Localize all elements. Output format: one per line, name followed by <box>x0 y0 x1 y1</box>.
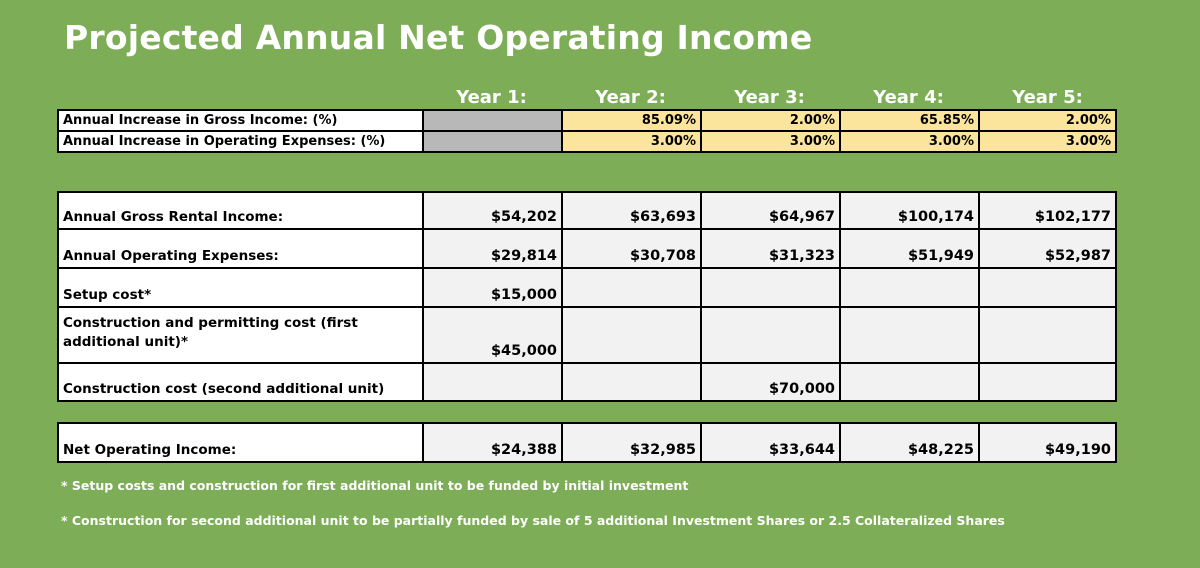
value-cell <box>561 306 702 364</box>
value-cell: $51,949 <box>839 228 980 269</box>
value-cell: $100,174 <box>839 191 980 230</box>
row-label: Setup cost* <box>57 267 424 308</box>
year-5-header: Year 5: <box>1012 87 1083 108</box>
value-cell: $45,000 <box>422 306 563 364</box>
value-cell: $70,000 <box>700 362 841 402</box>
value-cell <box>422 362 563 402</box>
gross-income-increase-row: Annual Increase in Gross Income: (%) 85.… <box>57 109 1117 132</box>
value-cell <box>700 306 841 364</box>
gross-increase-year-5-input[interactable]: 2.00% <box>978 109 1117 132</box>
year-header-row: Year 1: Year 2: Year 3: Year 4: Year 5: <box>422 87 1117 108</box>
footnote-first-unit: * Setup costs and construction for first… <box>61 478 689 493</box>
expense-increase-year-2-input[interactable]: 3.00% <box>561 130 702 153</box>
construction-second-unit-row: Construction cost (second additional uni… <box>57 362 1117 402</box>
value-cell <box>700 267 841 308</box>
row-label: Construction and permitting cost (first … <box>57 306 424 364</box>
row-label: Net Operating Income: <box>57 422 424 463</box>
value-cell: $102,177 <box>978 191 1117 230</box>
value-cell: $49,190 <box>978 422 1117 463</box>
value-cell: $63,693 <box>561 191 702 230</box>
value-cell <box>561 267 702 308</box>
operating-expenses-row: Annual Operating Expenses: $29,814 $30,7… <box>57 228 1117 269</box>
expense-increase-year-3-input[interactable]: 3.00% <box>700 130 841 153</box>
value-cell: $54,202 <box>422 191 563 230</box>
row-label: Annual Gross Rental Income: <box>57 191 424 230</box>
value-cell: $64,967 <box>700 191 841 230</box>
value-cell: $31,323 <box>700 228 841 269</box>
gross-increase-year-4-input[interactable]: 65.85% <box>839 109 980 132</box>
disabled-cell <box>422 130 563 153</box>
value-cell <box>978 267 1117 308</box>
year-1-header: Year 1: <box>456 87 527 108</box>
expense-increase-year-5-input[interactable]: 3.00% <box>978 130 1117 153</box>
growth-rate-table: Annual Increase in Gross Income: (%) 85.… <box>57 109 1117 153</box>
row-label: Annual Operating Expenses: <box>57 228 424 269</box>
page-title: Projected Annual Net Operating Income <box>64 18 813 57</box>
row-label: Construction cost (second additional uni… <box>57 362 424 402</box>
gross-increase-year-3-input[interactable]: 2.00% <box>700 109 841 132</box>
value-cell <box>839 362 980 402</box>
value-cell <box>839 267 980 308</box>
value-cell: $29,814 <box>422 228 563 269</box>
value-cell <box>561 362 702 402</box>
net-operating-income-row: Net Operating Income: $24,388 $32,985 $3… <box>57 422 1117 463</box>
row-label: Annual Increase in Gross Income: (%) <box>57 109 424 132</box>
footnote-second-unit: * Construction for second additional uni… <box>61 513 1005 528</box>
value-cell <box>839 306 980 364</box>
value-cell: $48,225 <box>839 422 980 463</box>
setup-cost-row: Setup cost* $15,000 <box>57 267 1117 308</box>
year-3-header: Year 3: <box>734 87 805 108</box>
construction-first-unit-row: Construction and permitting cost (first … <box>57 306 1117 364</box>
value-cell: $15,000 <box>422 267 563 308</box>
value-cell <box>978 362 1117 402</box>
value-cell: $24,388 <box>422 422 563 463</box>
operating-expense-increase-row: Annual Increase in Operating Expenses: (… <box>57 130 1117 153</box>
value-cell: $32,985 <box>561 422 702 463</box>
year-2-header: Year 2: <box>595 87 666 108</box>
expense-increase-year-4-input[interactable]: 3.00% <box>839 130 980 153</box>
income-expense-table: Annual Gross Rental Income: $54,202 $63,… <box>57 191 1117 402</box>
gross-rental-income-row: Annual Gross Rental Income: $54,202 $63,… <box>57 191 1117 230</box>
value-cell: $30,708 <box>561 228 702 269</box>
disabled-cell <box>422 109 563 132</box>
value-cell: $33,644 <box>700 422 841 463</box>
row-label: Annual Increase in Operating Expenses: (… <box>57 130 424 153</box>
year-4-header: Year 4: <box>873 87 944 108</box>
value-cell: $52,987 <box>978 228 1117 269</box>
value-cell <box>978 306 1117 364</box>
net-operating-income-table: Net Operating Income: $24,388 $32,985 $3… <box>57 422 1117 463</box>
gross-increase-year-2-input[interactable]: 85.09% <box>561 109 702 132</box>
